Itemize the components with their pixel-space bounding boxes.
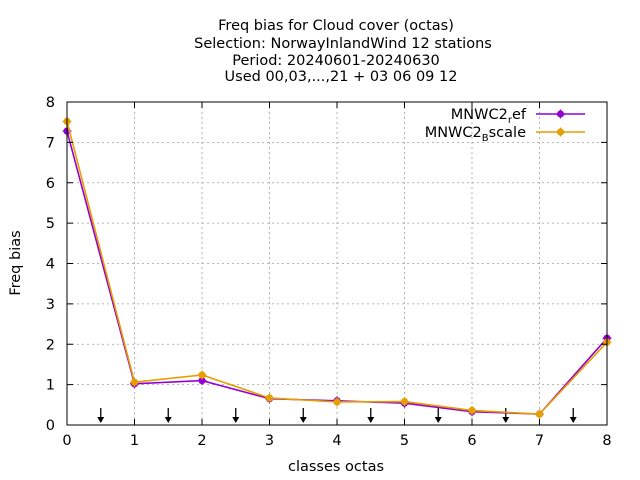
boundary-arrow-head [232, 416, 240, 423]
legend-label: MNWC2Bscale [425, 125, 526, 144]
x-tick-label: 7 [535, 433, 544, 449]
x-tick-label: 1 [130, 433, 139, 449]
boundary-arrow-head [434, 416, 442, 423]
boundary-arrow-head [367, 416, 375, 423]
x-tick-label: 8 [602, 433, 611, 449]
y-axis-label: Freq bias [8, 230, 24, 295]
y-tick-label: 3 [46, 297, 55, 313]
boundary-arrow-head [164, 416, 172, 423]
x-tick-label: 0 [62, 433, 71, 449]
boundary-arrow-head [502, 416, 510, 423]
y-tick-label: 8 [46, 95, 55, 111]
title-line-4: Used 00,03,...,21 + 03 06 09 12 [225, 69, 458, 85]
series-MNWC2_Bscale [62, 116, 612, 419]
chart-title: Freq bias for Cloud cover (octas) Select… [194, 18, 492, 85]
y-axis-ticks: 0 1 2 3 4 5 6 7 8 [46, 95, 607, 434]
y-tick-label: 7 [46, 135, 55, 151]
title-line-2: Selection: NorwayInlandWind 12 stations [194, 36, 492, 52]
x-tick-label: 4 [332, 433, 341, 449]
title-line-1: Freq bias for Cloud cover (octas) [218, 18, 454, 34]
boundary-arrow-head [569, 416, 577, 423]
y-tick-label: 4 [46, 257, 55, 273]
x-axis-ticks: 0 1 2 3 4 5 6 7 8 [62, 102, 612, 449]
boundary-arrow-head [97, 416, 105, 423]
x-tick-label: 3 [265, 433, 274, 449]
legend-item: MNWC2Bscale [425, 125, 585, 144]
title-line-3: Period: 20240601-20240630 [232, 53, 440, 69]
x-tick-label: 2 [197, 433, 206, 449]
x-tick-label: 6 [467, 433, 476, 449]
y-tick-label: 5 [46, 216, 55, 232]
boundary-arrow-head [299, 416, 307, 423]
legend-item: MNWC2ref [451, 107, 585, 126]
y-tick-label: 6 [46, 176, 55, 192]
data-series [62, 116, 612, 419]
legend-label: MNWC2ref [451, 107, 527, 126]
grid [67, 102, 607, 425]
y-tick-label: 1 [46, 378, 55, 394]
y-tick-label: 2 [46, 337, 55, 353]
y-tick-label: 0 [46, 418, 55, 434]
x-tick-label: 5 [400, 433, 409, 449]
x-axis-label: classes octas [288, 459, 384, 475]
